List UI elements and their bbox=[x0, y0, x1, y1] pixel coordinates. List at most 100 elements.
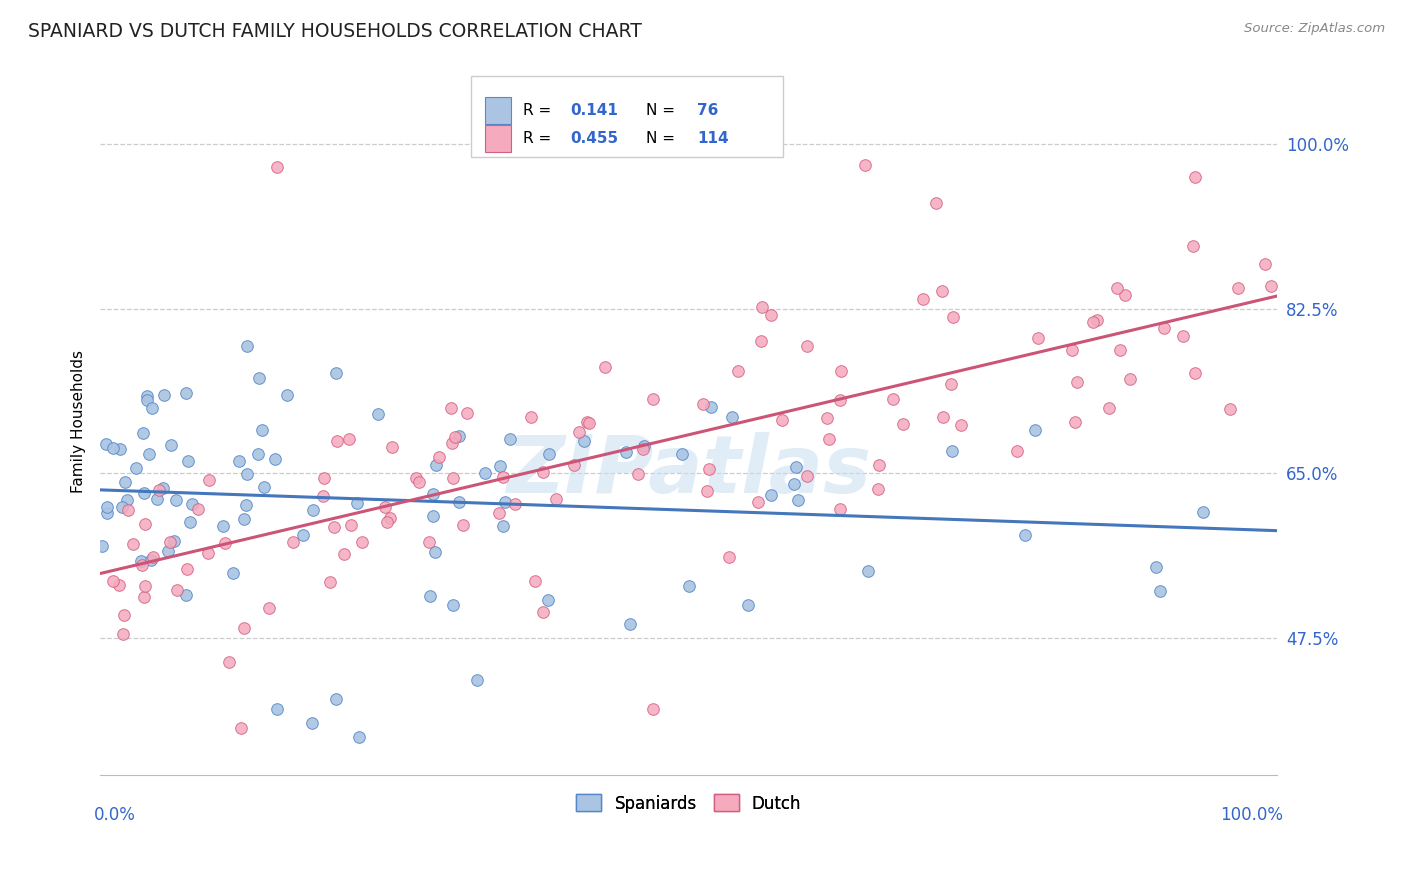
Point bbox=[212, 519, 235, 533]
Point bbox=[117, 503, 139, 517]
Point bbox=[678, 579, 700, 593]
Point bbox=[492, 469, 515, 483]
Point bbox=[523, 574, 546, 588]
Point bbox=[1024, 423, 1046, 437]
Point bbox=[138, 447, 160, 461]
Text: R =: R = bbox=[523, 130, 555, 145]
Point bbox=[671, 447, 693, 461]
Point bbox=[174, 385, 197, 400]
Point bbox=[319, 575, 342, 590]
Point bbox=[381, 440, 404, 454]
Point bbox=[114, 475, 136, 489]
Point bbox=[374, 500, 396, 515]
Point bbox=[108, 578, 131, 592]
Text: Source: ZipAtlas.com: Source: ZipAtlas.com bbox=[1244, 22, 1385, 36]
Point bbox=[1260, 278, 1282, 293]
Point bbox=[451, 518, 474, 533]
Point bbox=[247, 371, 270, 385]
Point bbox=[159, 438, 181, 452]
Point bbox=[1184, 169, 1206, 184]
Point bbox=[1227, 281, 1250, 295]
Point bbox=[419, 589, 441, 603]
Text: ZIPatlas: ZIPatlas bbox=[506, 432, 872, 510]
Point bbox=[441, 471, 464, 485]
Point bbox=[544, 491, 567, 506]
Point bbox=[134, 485, 156, 500]
Point bbox=[339, 432, 361, 446]
Point bbox=[301, 503, 323, 517]
Point bbox=[117, 493, 139, 508]
Point bbox=[233, 512, 256, 526]
Point bbox=[718, 549, 741, 564]
Point bbox=[627, 467, 650, 482]
Point bbox=[562, 458, 585, 472]
Point bbox=[231, 721, 253, 735]
Point bbox=[440, 401, 463, 415]
Point bbox=[132, 591, 155, 605]
Point bbox=[1153, 320, 1175, 334]
Point bbox=[157, 544, 180, 558]
Point bbox=[830, 393, 852, 408]
Point bbox=[408, 475, 430, 489]
Point bbox=[427, 450, 450, 465]
Point bbox=[301, 715, 323, 730]
Point bbox=[134, 579, 156, 593]
Point bbox=[339, 517, 361, 532]
Point bbox=[449, 429, 471, 443]
Point bbox=[536, 593, 558, 607]
Point bbox=[96, 437, 118, 451]
Point bbox=[488, 506, 510, 520]
Point bbox=[1119, 372, 1142, 386]
Point bbox=[782, 477, 804, 491]
Point bbox=[165, 492, 187, 507]
Point bbox=[110, 442, 132, 456]
Point bbox=[619, 616, 641, 631]
Point bbox=[882, 392, 904, 406]
Point bbox=[643, 701, 665, 715]
Point bbox=[422, 509, 444, 524]
Point bbox=[152, 481, 174, 495]
Point bbox=[266, 701, 288, 715]
Point bbox=[187, 501, 209, 516]
Point bbox=[488, 458, 510, 473]
Point bbox=[112, 608, 135, 623]
Point bbox=[505, 497, 527, 511]
Point bbox=[759, 308, 782, 322]
Point bbox=[595, 359, 617, 374]
Point bbox=[228, 454, 250, 468]
Point bbox=[121, 537, 143, 551]
Point bbox=[247, 447, 270, 461]
Point bbox=[474, 466, 496, 480]
Point bbox=[1083, 315, 1105, 329]
Point bbox=[136, 389, 159, 403]
Point bbox=[253, 480, 276, 494]
Point bbox=[153, 388, 176, 402]
Point bbox=[444, 429, 467, 443]
Point bbox=[633, 439, 655, 453]
Point bbox=[347, 730, 370, 744]
Point bbox=[749, 334, 772, 348]
Bar bbox=[485, 97, 510, 124]
Point bbox=[721, 409, 744, 424]
Point bbox=[174, 588, 197, 602]
Point bbox=[465, 673, 488, 688]
Text: N =: N = bbox=[647, 103, 681, 118]
Point bbox=[218, 655, 240, 669]
Point bbox=[855, 157, 877, 171]
Point bbox=[111, 500, 134, 515]
Point bbox=[375, 515, 398, 529]
Point bbox=[572, 434, 595, 448]
Point bbox=[378, 510, 401, 524]
Point bbox=[697, 461, 720, 475]
Point bbox=[447, 494, 470, 508]
Point bbox=[101, 574, 124, 588]
Point bbox=[737, 598, 759, 612]
Text: 0.141: 0.141 bbox=[569, 103, 617, 118]
Point bbox=[578, 416, 600, 430]
Point bbox=[942, 310, 965, 325]
Point bbox=[1219, 402, 1241, 417]
Point bbox=[1184, 366, 1206, 380]
Point bbox=[830, 363, 852, 377]
Point bbox=[266, 161, 288, 175]
Point bbox=[131, 558, 153, 572]
